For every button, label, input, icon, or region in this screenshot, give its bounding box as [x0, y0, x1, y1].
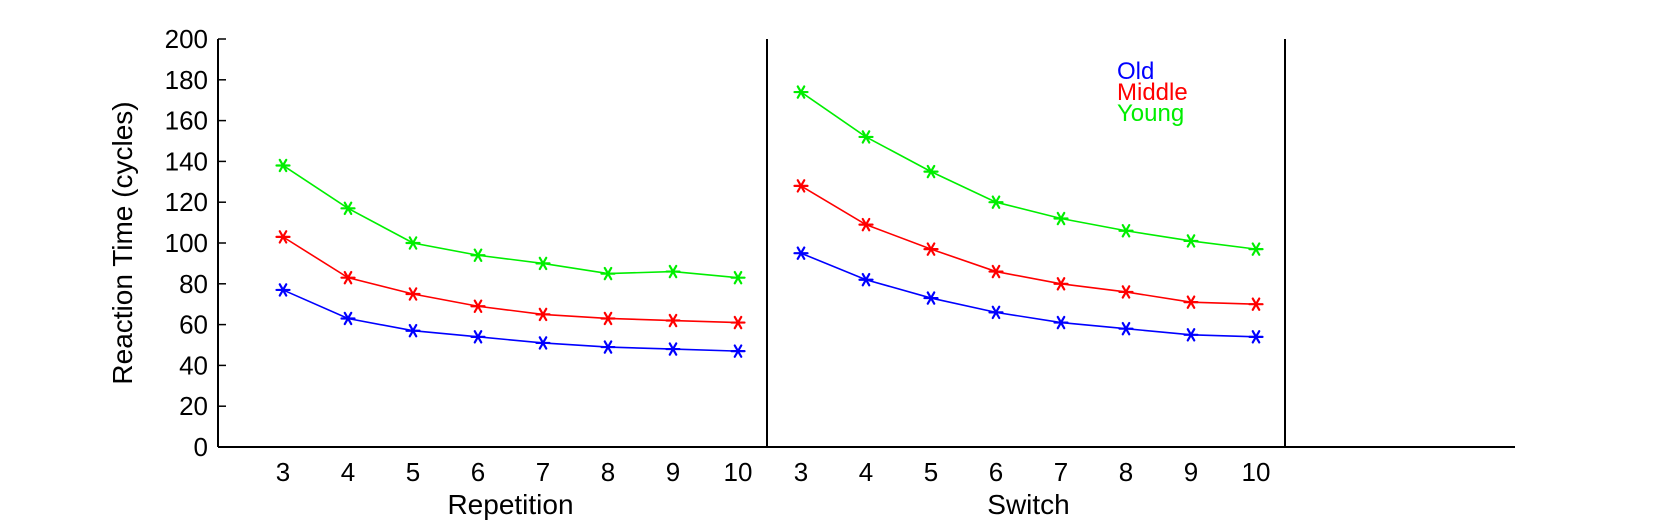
data-point [405, 323, 421, 338]
y-tick-label: 200 [165, 24, 208, 54]
x-tick-label: 9 [1184, 457, 1198, 487]
y-axis-label: Reaction Time (cycles) [107, 101, 138, 384]
x-tick-label: 5 [924, 457, 938, 487]
y-tick-label: 20 [179, 391, 208, 421]
series-line [282, 236, 739, 324]
data-point [535, 307, 551, 322]
data-point [793, 246, 809, 260]
data-point [988, 195, 1004, 209]
data-point [470, 299, 486, 313]
data-point [923, 164, 939, 179]
y-tick-label: 120 [165, 187, 208, 217]
x-tick-label: 10 [1242, 457, 1271, 487]
x-tick-label: 7 [1054, 457, 1068, 487]
x-tick-label: 7 [536, 457, 550, 487]
series-line [800, 185, 1257, 305]
data-point [1248, 297, 1264, 311]
series-line [282, 289, 739, 352]
x-tick-label: 5 [406, 457, 420, 487]
data-point [405, 236, 421, 250]
legend-item-old: Old [1117, 58, 1154, 85]
y-tick-label: 140 [165, 146, 208, 176]
data-point [1053, 315, 1069, 330]
data-point [405, 287, 421, 301]
x-tick-label: 3 [276, 457, 290, 487]
data-point [1248, 330, 1264, 344]
data-point [1053, 211, 1069, 226]
data-point [730, 315, 746, 330]
series-middle-panel-1 [275, 230, 746, 330]
series-layer [275, 85, 1264, 358]
data-point [600, 340, 616, 354]
y-tick-label: 180 [165, 65, 208, 95]
data-point [535, 336, 551, 350]
x-tick-label: 10 [724, 457, 753, 487]
series-line [800, 91, 1257, 250]
series-young-panel-2 [793, 85, 1264, 256]
data-point [858, 217, 874, 232]
data-point [923, 291, 939, 305]
data-point [340, 311, 356, 326]
data-point [1248, 242, 1264, 256]
data-point [988, 305, 1004, 320]
x-tick-label: 8 [1119, 457, 1133, 487]
data-point [665, 342, 681, 356]
data-point [923, 242, 939, 256]
legend-item-young: Young [1117, 100, 1184, 127]
series-young-panel-1 [275, 158, 746, 285]
data-point [275, 283, 291, 297]
x-axis-label-panel-1: Repetition [447, 489, 573, 520]
data-point [1118, 224, 1134, 238]
legend-item-middle: Middle [1117, 79, 1188, 106]
data-point [275, 158, 291, 173]
data-point [340, 201, 356, 216]
data-point [858, 272, 874, 287]
y-tick-label: 40 [179, 350, 208, 380]
y-tick-label: 160 [165, 106, 208, 136]
data-point [858, 130, 874, 144]
y-tick-label: 80 [179, 269, 208, 299]
data-point [1183, 328, 1199, 342]
data-point [793, 179, 809, 193]
data-point [730, 344, 746, 358]
data-point [793, 85, 809, 99]
data-point [1118, 321, 1134, 336]
x-tick-label: 9 [666, 457, 680, 487]
data-point [470, 330, 486, 344]
data-point [730, 270, 746, 285]
data-point [600, 311, 616, 326]
data-point [600, 266, 616, 281]
x-tick-label: 4 [341, 457, 355, 487]
x-tick-label: 8 [601, 457, 615, 487]
x-tick-label: 3 [794, 457, 808, 487]
data-point [535, 256, 551, 271]
series-old-panel-1 [275, 283, 746, 358]
data-point [1183, 295, 1199, 309]
series-line [800, 252, 1257, 338]
data-point [988, 264, 1004, 279]
data-point [470, 248, 486, 262]
y-tick-label: 0 [194, 432, 208, 462]
data-point [340, 270, 356, 285]
data-point [275, 230, 291, 244]
data-point [1183, 234, 1199, 248]
axes: 0 20 40 60 80 100 120 140 160 180 200 3 4 5 6 7 8 9 10 Repe… [165, 24, 1515, 520]
x-tick-label: 6 [471, 457, 485, 487]
y-tick-label: 60 [179, 310, 208, 340]
series-line [282, 164, 739, 279]
x-tick-label: 4 [859, 457, 873, 487]
x-axis-label-panel-2: Switch [987, 489, 1069, 520]
x-tick-label: 6 [989, 457, 1003, 487]
series-middle-panel-2 [793, 179, 1264, 311]
data-point [1053, 277, 1069, 291]
series-old-panel-2 [793, 246, 1264, 344]
data-point [665, 313, 681, 328]
data-point [665, 264, 681, 279]
y-tick-label: 100 [165, 228, 208, 258]
data-point [1118, 285, 1134, 299]
